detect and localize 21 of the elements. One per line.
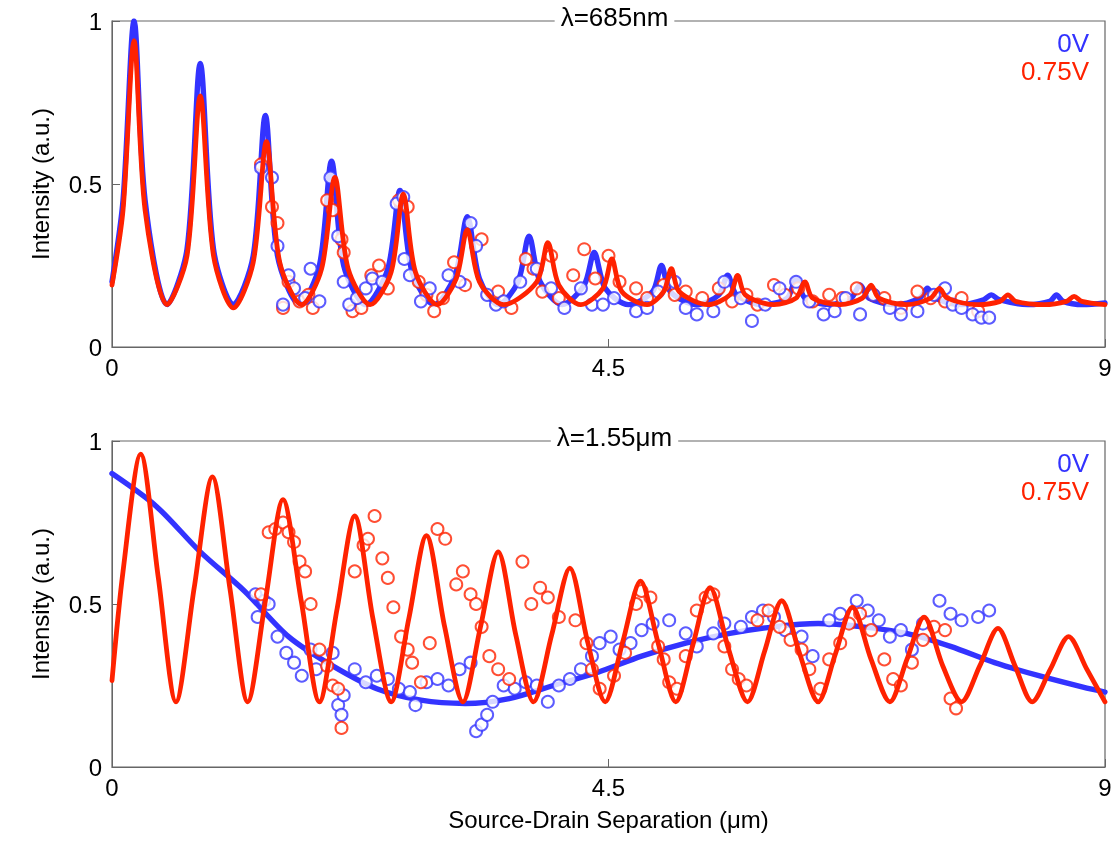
y-tick-label: 1 xyxy=(88,7,102,35)
text: 0.75V xyxy=(1021,56,1090,86)
x-tick-label: 0 xyxy=(105,353,119,381)
y-tick-label: 0 xyxy=(88,753,102,781)
y-tick-label: 0 xyxy=(88,333,102,361)
text: 0V xyxy=(1057,448,1090,478)
chart-title: λ=1.55μm xyxy=(556,422,673,452)
chart-title: λ=685nm xyxy=(560,2,669,32)
y-tick-label: 0.5 xyxy=(68,170,102,198)
x-tick-label: 9 xyxy=(1098,353,1112,381)
x-tick-label: 0 xyxy=(105,773,119,801)
y-tick-label: 0.5 xyxy=(68,590,102,618)
y-axis-title: Intensity (a.u.) xyxy=(26,107,54,261)
text: 0.75V xyxy=(1021,476,1090,506)
text: 0V xyxy=(1057,28,1090,58)
y-axis-title: Intensity (a.u.) xyxy=(26,527,54,681)
x-tick-label: 4.5 xyxy=(591,353,626,381)
x-axis-title: Source-Drain Separation (μm) xyxy=(448,805,769,833)
x-tick-label: 4.5 xyxy=(591,773,626,801)
y-tick-label: 1 xyxy=(88,427,102,455)
x-tick-label: 9 xyxy=(1098,773,1112,801)
